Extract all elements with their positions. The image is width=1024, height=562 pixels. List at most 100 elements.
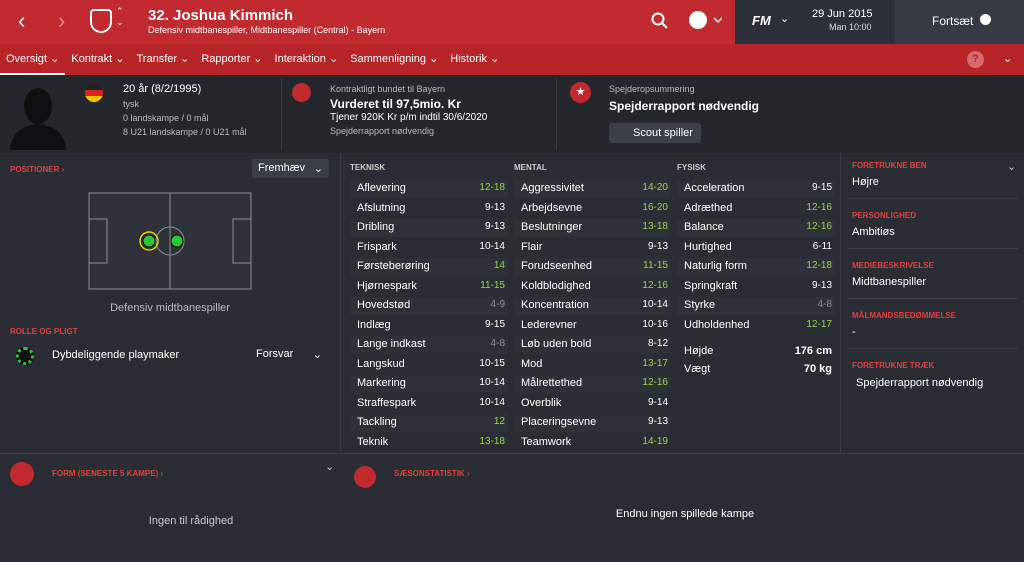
attribute-name: Lange indkast — [357, 338, 426, 350]
divider — [848, 198, 1018, 199]
attribute-name: Straffespark — [357, 396, 417, 409]
attribute-value: 12-16 — [806, 201, 832, 213]
attribute-name: Hjørnespark — [357, 279, 417, 292]
attribute-value: 9-13 — [647, 416, 668, 427]
attribute-value: 12-16 — [642, 377, 668, 388]
attribute-row — [514, 336, 671, 354]
info-panel — [0, 75, 1024, 153]
attribute-heading: FYSISK — [677, 163, 706, 172]
attribute-name: Balance — [684, 221, 724, 233]
help[interactable]: ? — [967, 51, 984, 68]
date: 29 Jun 2015 — [812, 8, 873, 20]
attribute-name: Vægt — [684, 363, 711, 375]
attribute-value: 10-16 — [642, 318, 668, 330]
attribute-row — [514, 297, 671, 315]
scout-button[interactable]: Scout spiller — [609, 123, 701, 143]
attribute-row — [677, 258, 835, 276]
attribute-name: Frispark — [357, 240, 397, 253]
attribute-row — [350, 219, 508, 237]
form-icon — [10, 462, 34, 486]
form-collapse[interactable]: ⌄ — [325, 461, 335, 473]
attribute-value: 10-15 — [479, 357, 505, 369]
divider — [0, 453, 1024, 454]
attribute-name: Springkraft — [684, 279, 738, 292]
attribute-name: Acceleration — [684, 182, 745, 194]
attribute-value: 9-15 — [811, 182, 832, 193]
attribute-row — [514, 375, 671, 393]
tab[interactable]: Transfer ⌄ — [136, 53, 190, 65]
tab-label: Historik — [450, 53, 487, 65]
back[interactable]: ‹ — [18, 8, 26, 33]
attribute-name: Koldblodighed — [521, 279, 591, 292]
attribute-row — [514, 414, 671, 432]
forward[interactable]: › — [58, 8, 66, 33]
attribute-name: Tackling — [357, 416, 397, 428]
tab-label: Oversigt — [6, 53, 47, 65]
attribute-row — [514, 180, 671, 198]
attribute-name: Styrke — [684, 299, 716, 311]
tab-label: Interaktion — [274, 53, 326, 65]
detail-value: Spejderrapport nødvendig — [856, 377, 984, 389]
continue-label[interactable]: Fortsæt — [932, 14, 974, 28]
tab-label: Transfer — [136, 53, 178, 65]
positions-heading[interactable]: POSITIONER › — [10, 165, 65, 174]
tab[interactable]: Historik ⌄ — [450, 53, 500, 65]
fm-logo[interactable]: FM — [752, 13, 771, 28]
attribute-name: Markering — [357, 377, 406, 389]
search[interactable] — [650, 11, 670, 31]
scout-icon: ★ — [570, 82, 591, 103]
continue-btn[interactable] — [895, 0, 1024, 44]
tab[interactable]: Oversigt ⌄ — [0, 44, 66, 75]
attribute-name: Aflevering — [357, 182, 406, 194]
divider — [281, 78, 282, 150]
scout-title: Spejderrapport nødvendig — [609, 99, 760, 113]
role: Dybdeliggende playmaker — [52, 349, 180, 361]
attribute-value: 14-19 — [642, 435, 668, 447]
attribute-name: Langskud — [357, 357, 405, 370]
world[interactable] — [688, 10, 722, 32]
caps: 0 landskampe / 0 mål — [123, 113, 209, 123]
tab[interactable]: Sammenligning ⌄ — [350, 53, 439, 65]
tab-label: Rapporter — [201, 53, 251, 65]
season-heading[interactable]: SÆSONSTATISTIK › — [394, 469, 470, 478]
tab[interactable]: Interaktion ⌄ — [274, 53, 339, 65]
fm-menu[interactable]: ⌄ — [780, 13, 790, 25]
detail-heading: MÅLMANDSBEDØMMELSE — [852, 311, 956, 320]
attribute-name: Indlæg — [357, 318, 391, 331]
tab-label: Sammenligning — [350, 53, 427, 65]
attribute-value: 13-18 — [642, 221, 668, 232]
attribute-row — [350, 414, 508, 432]
role-heading: ROLLE OG PLIGT — [10, 327, 78, 336]
attribute-value: 12-16 — [642, 279, 668, 291]
contract-value: Vurderet til 97,5mio. Kr — [330, 97, 461, 111]
duty: Forsvar — [256, 348, 294, 360]
position-label: Defensiv midtbanespiller — [110, 302, 230, 314]
attribute-value: 13-17 — [642, 357, 668, 369]
detail-heading: PERSONLIGHED — [852, 211, 917, 220]
details-collapse[interactable]: ⌄ — [1007, 161, 1017, 173]
attribute-name: Udholdenhed — [684, 318, 750, 331]
attribute-name: Førsteberøring — [357, 260, 430, 272]
attribute-name: Dribling — [357, 221, 395, 233]
nationality: tysk — [123, 99, 140, 109]
attribute-value: 9-13 — [484, 201, 505, 213]
attribute-name: Teknik — [357, 435, 389, 448]
filter-dropdown[interactable]: Fremhæv ⌄ — [252, 159, 329, 178]
attribute-value: 11-15 — [643, 260, 668, 271]
attribute-value: 9-13 — [647, 240, 668, 252]
attribute-name: Målrettethed — [521, 377, 583, 389]
nav-more[interactable]: ⌄ — [1003, 53, 1013, 65]
divider — [340, 153, 341, 453]
duty-dropdown[interactable]: Forsvar ⌄ — [256, 348, 322, 361]
attribute-row — [677, 297, 835, 315]
form-heading[interactable]: FORM (SENESTE 5 KAMPE) › — [52, 469, 164, 478]
tab[interactable]: Kontrakt ⌄ — [71, 53, 125, 65]
player-switch[interactable]: ⌃ ⌄ — [116, 6, 124, 27]
contract-wage: Tjener 920K Kr p/m indtil 30/6/2020 — [330, 112, 488, 123]
attribute-name: Hovedstød — [357, 299, 411, 311]
attribute-value: 12-16 — [806, 221, 832, 232]
attribute-name: Koncentration — [521, 299, 589, 311]
tabs: Oversigt ⌄ Kontrakt ⌄ Transfer ⌄ Rapporter … — [0, 44, 505, 75]
season-empty: Endnu ingen spillede kampe — [615, 508, 755, 520]
tab[interactable]: Rapporter ⌄ — [201, 53, 263, 65]
